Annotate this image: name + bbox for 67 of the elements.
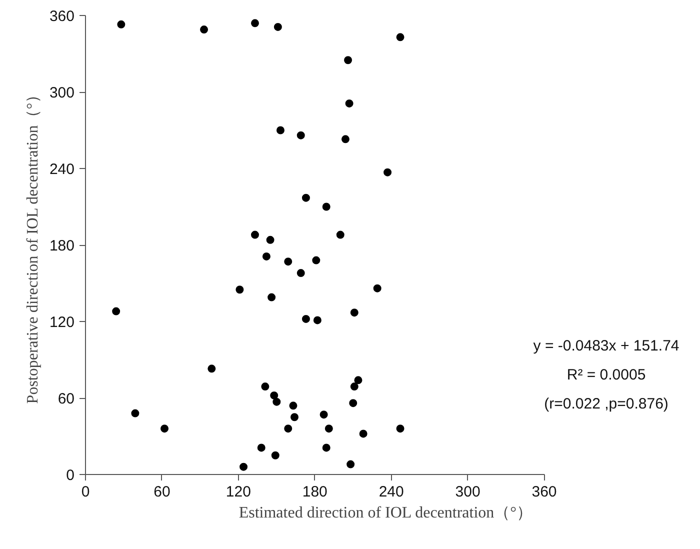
y-tick-label: 300 [49,84,75,102]
point [396,33,404,42]
x-tick-label: 240 [378,484,404,500]
point [262,252,270,260]
point [344,56,352,64]
x-tick-label: 180 [302,484,328,500]
point [296,131,305,140]
point [322,202,330,211]
point [384,168,392,176]
point [200,26,208,34]
point [284,258,292,266]
point [250,230,259,239]
point [354,376,362,384]
point [236,286,244,294]
annotation: y = -0.0483x + 151.74 [533,337,680,354]
point [289,402,298,410]
point [160,424,169,433]
y-tick-label: 180 [49,238,75,254]
point [208,364,216,373]
point [276,126,284,134]
point [302,314,310,323]
point [346,460,355,468]
x-tick-label: 300 [455,484,480,500]
y-tick-label: 120 [49,314,75,331]
x-tick-label: 60 [154,484,170,500]
y-tick-label: 0 [66,467,74,484]
y-tick-label: 240 [49,161,75,178]
point [290,413,298,422]
point [373,284,382,292]
point [336,230,344,239]
point [296,269,305,278]
x-tick-label: 360 [532,484,557,500]
point [274,22,282,31]
point [349,399,358,408]
point [320,410,328,419]
point [302,194,310,202]
point [268,293,276,302]
y-tick-label: 360 [49,8,75,25]
point [284,424,292,433]
x-tick-label: 120 [226,484,251,500]
point [117,20,126,28]
point [359,430,368,438]
point [312,256,320,264]
point [112,307,120,316]
x-axis-title: Estimated direction of IOL decentration（°） [238,504,533,522]
point [270,391,278,400]
text: R² = 0.0005 [566,366,646,384]
point [324,424,333,433]
point [322,444,330,452]
x-tick-label: 0 [81,484,90,500]
point [350,308,358,317]
point [250,19,259,28]
point [261,382,270,391]
y-axis-title: Postoperative direction of IOL decentration（°） [24,86,42,404]
point [396,424,404,433]
point [240,462,248,471]
point [313,316,322,324]
point [271,451,280,460]
point [257,444,266,452]
point [272,398,281,406]
annotation: (r=0.022 ,p=0.876) [544,395,668,412]
point [341,135,350,144]
point [266,236,274,244]
y-tick-label: 60 [58,390,75,408]
point [345,99,354,108]
point [350,382,358,391]
point [131,409,140,418]
